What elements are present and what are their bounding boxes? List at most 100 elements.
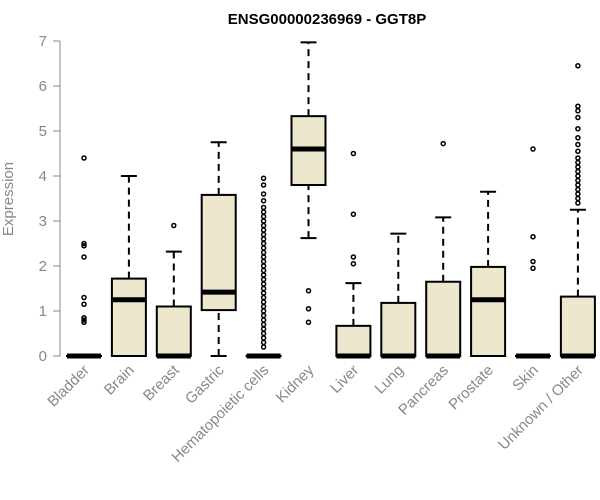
- outlier-point: [350, 150, 357, 157]
- outlier-point: [440, 140, 446, 147]
- box-pancreas: [425, 140, 462, 359]
- outlier-point: [305, 319, 312, 325]
- outlier-point: [81, 294, 87, 301]
- outlier-point: [575, 148, 581, 154]
- y-tick-label: 1: [39, 303, 47, 320]
- outlier-point: [575, 159, 581, 166]
- y-tick-label: 3: [39, 213, 47, 230]
- outlier-point: [260, 258, 267, 265]
- x-tick-label: Prostate: [445, 362, 497, 414]
- x-tick-label: Kidney: [273, 361, 318, 406]
- box-prostate: [470, 190, 507, 357]
- outlier-point: [260, 272, 267, 278]
- outlier-point: [260, 191, 267, 197]
- outlier-point: [260, 231, 267, 238]
- box-gastric: [200, 141, 237, 357]
- outlier-point: [260, 308, 267, 314]
- outlier-point: [260, 240, 267, 247]
- outlier-point: [575, 182, 581, 188]
- box-skin: [515, 146, 551, 359]
- box-body: [155, 305, 192, 357]
- box-body: [470, 265, 507, 357]
- outlier-point: [260, 299, 267, 305]
- outlier-point: [260, 312, 267, 319]
- outlier-point: [260, 249, 267, 256]
- outlier-point: [575, 186, 581, 193]
- outlier-point: [575, 173, 581, 179]
- outlier-point: [260, 326, 267, 332]
- outlier-point: [260, 317, 267, 323]
- outlier-point: [575, 63, 581, 69]
- outlier-point: [305, 306, 312, 312]
- outlier-point: [260, 267, 267, 274]
- box-kidney: [290, 41, 327, 325]
- outlier-point: [260, 213, 267, 220]
- outlier-point: [81, 254, 87, 260]
- x-tick-label: Skin: [509, 362, 542, 395]
- outlier-point: [260, 330, 267, 337]
- box-hematopoietic-cells: [245, 175, 282, 359]
- outlier-point: [260, 175, 267, 181]
- outlier-point: [81, 317, 87, 323]
- outlier-point: [260, 335, 267, 341]
- box-body: [335, 324, 372, 358]
- outlier-point: [575, 200, 581, 206]
- x-tick-label: Breast: [140, 361, 183, 404]
- y-tick-label: 0: [39, 348, 47, 365]
- outlier-point: [575, 164, 581, 170]
- y-tick-label: 7: [39, 33, 47, 50]
- outlier-point: [260, 281, 267, 287]
- x-tick-label: Bladder: [44, 362, 93, 411]
- outlier-point: [575, 108, 581, 114]
- outlier-point: [260, 344, 267, 350]
- outlier-point: [260, 218, 267, 224]
- box-unknown-other: [559, 63, 596, 359]
- box-brain: [110, 175, 147, 358]
- outlier-point: [575, 114, 581, 121]
- outlier-point: [530, 265, 536, 271]
- chart-title: ENSG00000236969 - GGT8P: [228, 11, 426, 28]
- outlier-point: [81, 243, 87, 249]
- outlier-point: [575, 177, 581, 184]
- outlier-point: [575, 191, 581, 197]
- x-tick-label: Unknown / Other: [495, 362, 587, 454]
- outlier-point: [260, 276, 267, 283]
- outlier-point: [305, 288, 312, 294]
- outlier-point: [575, 155, 581, 161]
- outlier-point: [260, 227, 267, 233]
- outlier-point: [575, 135, 581, 141]
- outlier-point: [575, 126, 581, 132]
- y-axis-ticks: 0 1 2 3 4 5 6 7: [39, 33, 60, 365]
- outlier-point: [260, 204, 267, 211]
- outlier-point: [530, 234, 536, 240]
- boxes-group: [66, 41, 596, 359]
- box-breast: [155, 222, 192, 359]
- x-tick-label: Lung: [372, 362, 408, 398]
- x-tick-label: Brain: [101, 362, 138, 399]
- outlier-point: [260, 198, 267, 204]
- outlier-point: [530, 258, 536, 265]
- outlier-point: [260, 236, 267, 242]
- y-axis-label: Expression: [0, 162, 17, 236]
- outlier-point: [260, 290, 267, 296]
- outlier-point: [260, 303, 267, 310]
- outlier-point: [81, 240, 87, 247]
- outlier-point: [575, 103, 581, 109]
- box-body: [425, 280, 462, 357]
- outlier-point: [350, 211, 357, 217]
- outlier-point: [350, 254, 357, 260]
- outlier-point: [530, 146, 536, 152]
- outlier-point: [575, 195, 581, 202]
- y-tick-label: 6: [39, 78, 47, 95]
- outlier-point: [171, 222, 177, 229]
- box-body: [380, 301, 417, 357]
- box-body: [559, 295, 596, 358]
- x-tick-label: Pancreas: [395, 362, 452, 419]
- outlier-point: [81, 155, 87, 161]
- outlier-point: [260, 339, 267, 346]
- outlier-point: [81, 301, 87, 307]
- outlier-point: [260, 294, 267, 301]
- outlier-point: [260, 209, 267, 215]
